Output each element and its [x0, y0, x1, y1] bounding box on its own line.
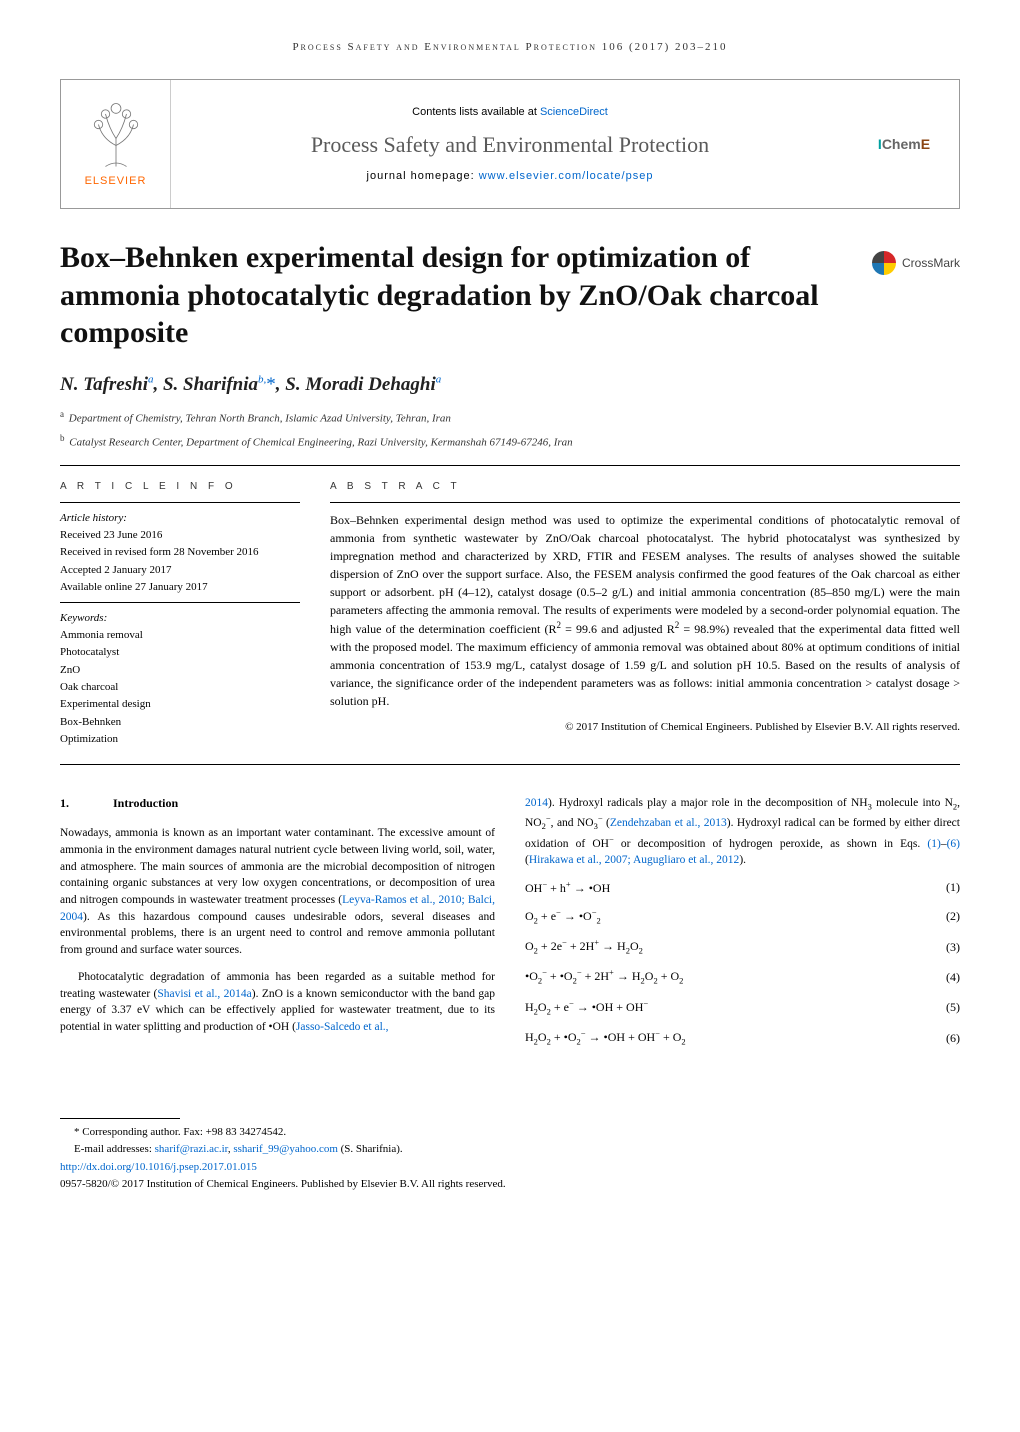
elsevier-logo: ELSEVIER	[61, 80, 171, 208]
divider	[60, 502, 300, 503]
abstract-text: Box–Behnken experimental design method w…	[330, 511, 960, 710]
divider	[330, 502, 960, 503]
info-abstract-row: A R T I C L E I N F O Article history: R…	[60, 480, 960, 750]
journal-header-center: Contents lists available at ScienceDirec…	[171, 80, 849, 208]
abstract: A B S T R A C T Box–Behnken experimental…	[330, 480, 960, 750]
equation-num: (6)	[930, 1030, 960, 1047]
equation-lhs: H2O2 + e− → •OH + OH−	[525, 998, 930, 1018]
abstract-copyright: © 2017 Institution of Chemical Engineers…	[330, 720, 960, 735]
affiliation-b-sup: b	[60, 433, 65, 443]
equation-num: (2)	[930, 908, 960, 925]
issn-line: 0957-5820/© 2017 Institution of Chemical…	[60, 1177, 960, 1192]
homepage-prefix: journal homepage:	[367, 170, 479, 182]
email-suffix: (S. Sharifnia).	[338, 1143, 403, 1155]
crossmark-label: CrossMark	[902, 255, 960, 272]
equation-lhs: OH− + h+ → •OH	[525, 879, 930, 897]
divider	[60, 602, 300, 603]
corresponding-text: * Corresponding author. Fax: +98 83 3427…	[74, 1126, 286, 1138]
history-label: Article history:	[60, 511, 300, 526]
history-line: Received in revised form 28 November 201…	[60, 545, 300, 560]
equation-lhs: •O2− + •O2− + 2H+ → H2O2 + O2	[525, 967, 930, 987]
journal-title: Process Safety and Environmental Protect…	[311, 130, 709, 161]
intro-heading: 1. Introduction	[60, 795, 495, 812]
equation-num: (4)	[930, 969, 960, 986]
email-link-1[interactable]: sharif@razi.ac.ir	[155, 1143, 228, 1155]
contents-lists-prefix: Contents lists available at	[412, 106, 540, 118]
elsevier-tree-icon	[81, 100, 151, 170]
keyword: Experimental design	[60, 697, 300, 712]
running-header: Process Safety and Environmental Protect…	[60, 40, 960, 55]
article-info: A R T I C L E I N F O Article history: R…	[60, 480, 300, 750]
divider	[60, 764, 960, 765]
body-columns: 1. Introduction Nowadays, ammonia is kno…	[60, 795, 960, 1058]
history-line: Accepted 2 January 2017	[60, 563, 300, 578]
body-para: Nowadays, ammonia is known as an importa…	[60, 825, 495, 958]
icheme-chem: Chem	[882, 135, 921, 155]
crossmark-icon	[872, 251, 896, 275]
equation-3: O2 + 2e− + 2H+ → H2O2 (3)	[525, 937, 960, 957]
footnotes: * Corresponding author. Fax: +98 83 3427…	[60, 1118, 960, 1193]
equation-lhs: O2 + 2e− + 2H+ → H2O2	[525, 937, 930, 957]
keyword: Photocatalyst	[60, 645, 300, 660]
history-line: Available online 27 January 2017	[60, 580, 300, 595]
abstract-label: A B S T R A C T	[330, 480, 960, 494]
article-info-label: A R T I C L E I N F O	[60, 480, 300, 494]
icheme-e: E	[921, 135, 930, 155]
article-title: Box–Behnken experimental design for opti…	[60, 239, 830, 352]
body-para: 2014). Hydroxyl radicals play a major ro…	[525, 795, 960, 869]
sciencedirect-link[interactable]: ScienceDirect	[540, 106, 608, 118]
icheme-logo: IChemE	[849, 80, 959, 208]
equation-num: (5)	[930, 999, 960, 1016]
equation-lhs: O2 + e− → •O−2	[525, 907, 930, 927]
elsevier-word: ELSEVIER	[85, 174, 147, 189]
homepage-link[interactable]: www.elsevier.com/locate/psep	[479, 170, 654, 182]
doi-link[interactable]: http://dx.doi.org/10.1016/j.psep.2017.01…	[60, 1160, 960, 1175]
divider	[60, 465, 960, 466]
equation-2: O2 + e− → •O−2 (2)	[525, 907, 960, 927]
keyword: ZnO	[60, 663, 300, 678]
keyword: Box-Behnken	[60, 715, 300, 730]
corresponding-author: * Corresponding author. Fax: +98 83 3427…	[60, 1125, 960, 1140]
keyword: Ammonia removal	[60, 628, 300, 643]
history-line: Received 23 June 2016	[60, 528, 300, 543]
keywords-label: Keywords:	[60, 611, 300, 626]
equation-4: •O2− + •O2− + 2H+ → H2O2 + O2 (4)	[525, 967, 960, 987]
equation-lhs: H2O2 + •O2− → •OH + OH− + O2	[525, 1028, 930, 1048]
journal-homepage-line: journal homepage: www.elsevier.com/locat…	[367, 169, 654, 184]
keyword: Optimization	[60, 732, 300, 747]
footnote-rule	[60, 1118, 180, 1119]
equation-num: (1)	[930, 879, 960, 896]
title-row: Box–Behnken experimental design for opti…	[60, 239, 960, 352]
intro-heading-num: 1.	[60, 795, 110, 812]
affiliation-a: a Department of Chemistry, Tehran North …	[60, 408, 960, 427]
crossmark-badge[interactable]: CrossMark	[850, 243, 960, 283]
affiliation-a-text: Department of Chemistry, Tehran North Br…	[69, 413, 451, 425]
email-line: E-mail addresses: sharif@razi.ac.ir, ssh…	[60, 1142, 960, 1157]
affiliation-a-sup: a	[60, 409, 64, 419]
journal-header: ELSEVIER Contents lists available at Sci…	[60, 79, 960, 209]
affiliation-b: b Catalyst Research Center, Department o…	[60, 432, 960, 451]
authors-line: N. Tafreshia, S. Sharifniab,*, S. Moradi…	[60, 372, 960, 399]
equation-6: H2O2 + •O2− → •OH + OH− + O2 (6)	[525, 1028, 960, 1048]
email-link-2[interactable]: ssharif_99@yahoo.com	[233, 1143, 338, 1155]
contents-lists-line: Contents lists available at ScienceDirec…	[412, 105, 608, 120]
equation-1: OH− + h+ → •OH (1)	[525, 879, 960, 897]
equation-num: (3)	[930, 939, 960, 956]
body-para: Photocatalytic degradation of ammonia ha…	[60, 969, 495, 1036]
affiliations: a Department of Chemistry, Tehran North …	[60, 408, 960, 450]
email-prefix: E-mail addresses:	[74, 1143, 155, 1155]
intro-heading-text: Introduction	[113, 796, 178, 810]
right-column: 2014). Hydroxyl radicals play a major ro…	[525, 795, 960, 1058]
keyword: Oak charcoal	[60, 680, 300, 695]
equation-5: H2O2 + e− → •OH + OH− (5)	[525, 998, 960, 1018]
left-column: 1. Introduction Nowadays, ammonia is kno…	[60, 795, 495, 1058]
affiliation-b-text: Catalyst Research Center, Department of …	[69, 436, 572, 448]
